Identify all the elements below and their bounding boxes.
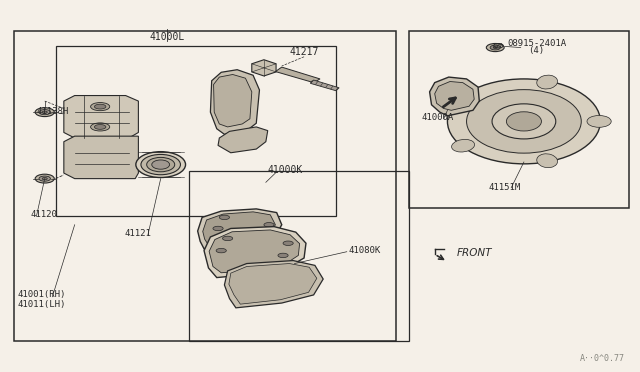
Ellipse shape [35,174,54,183]
Ellipse shape [42,111,47,113]
Ellipse shape [91,123,109,131]
Polygon shape [204,227,306,278]
Polygon shape [211,70,259,134]
Polygon shape [209,230,300,273]
Text: (4): (4) [529,46,545,55]
Polygon shape [214,74,252,127]
Text: A··0^0.77: A··0^0.77 [580,355,625,363]
Ellipse shape [213,226,223,231]
Ellipse shape [278,253,288,258]
Text: 41120: 41120 [30,211,57,219]
Ellipse shape [587,115,611,127]
Ellipse shape [492,104,556,139]
Polygon shape [275,67,320,83]
Ellipse shape [152,160,170,169]
Ellipse shape [537,154,557,168]
Text: W: W [495,43,502,48]
Text: 41080K: 41080K [349,246,381,255]
Ellipse shape [216,248,227,253]
Text: 41121: 41121 [125,229,152,238]
Ellipse shape [506,112,541,131]
Bar [14,31,396,341]
Polygon shape [64,136,138,179]
Ellipse shape [39,110,51,115]
Polygon shape [64,96,138,138]
Ellipse shape [147,157,175,172]
Text: 08915-2401A: 08915-2401A [507,39,566,48]
Text: FRONT: FRONT [457,248,493,258]
Ellipse shape [35,108,54,116]
Text: 41138H: 41138H [36,107,68,116]
Polygon shape [203,212,275,245]
Bar [189,171,409,341]
Ellipse shape [39,176,51,181]
Ellipse shape [91,103,109,111]
Ellipse shape [486,44,504,52]
Polygon shape [218,127,268,153]
Polygon shape [429,77,479,116]
Ellipse shape [223,236,233,241]
Ellipse shape [452,140,475,152]
Bar [409,31,629,208]
Text: 41001(RH): 41001(RH) [17,290,66,299]
Ellipse shape [467,90,581,153]
Text: 41011(LH): 41011(LH) [17,300,66,309]
Ellipse shape [141,154,180,175]
Text: 41000L: 41000L [150,32,185,42]
Ellipse shape [447,79,600,164]
Ellipse shape [220,215,230,219]
Polygon shape [198,209,282,249]
Ellipse shape [264,222,274,227]
Polygon shape [252,60,276,76]
Ellipse shape [95,104,106,109]
Polygon shape [435,81,474,110]
Ellipse shape [136,152,186,177]
Ellipse shape [260,232,271,237]
Text: 41151M: 41151M [489,183,521,192]
Ellipse shape [283,241,293,246]
Ellipse shape [537,75,557,89]
Bar [56,46,336,215]
Polygon shape [225,260,323,308]
Ellipse shape [42,177,47,180]
Text: 41000A: 41000A [422,113,454,122]
Ellipse shape [493,46,497,48]
Ellipse shape [452,91,475,103]
Polygon shape [310,80,339,91]
Ellipse shape [490,45,500,50]
Text: 41000K: 41000K [268,165,303,175]
Ellipse shape [95,125,106,129]
Polygon shape [229,263,317,304]
Text: 41217: 41217 [289,47,319,57]
